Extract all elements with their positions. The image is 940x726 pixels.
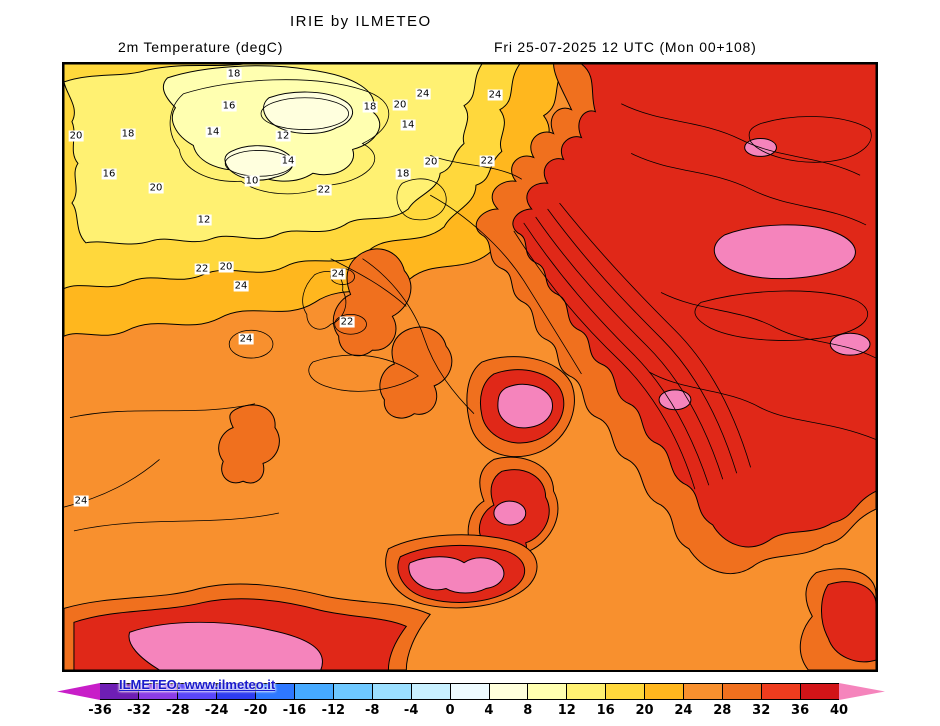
colorbar-bar xyxy=(57,683,885,700)
colorbar-tick-label: -36 xyxy=(88,703,112,718)
contour-label: 18 xyxy=(120,128,136,140)
contour-label: 20 xyxy=(68,130,84,142)
contour-labels-layer: 18 16 20 18 14 16 12 14 10 20 12 18 20 24 24 14 18 20 22 22… xyxy=(64,64,876,670)
colorbar-tick-label: 16 xyxy=(596,703,615,718)
contour-label: 24 xyxy=(238,333,254,345)
contour-label: 12 xyxy=(275,130,291,142)
colorbar-segment xyxy=(254,684,294,699)
colorbar-segment xyxy=(449,684,489,699)
temperature-colorbar: ILMETEO: www.ilmeteo.it -36 -32 -28 -24 -20-… xyxy=(57,677,885,726)
colorbar-segment xyxy=(644,684,684,699)
contour-label: 10 xyxy=(244,175,260,187)
colorbar-segments xyxy=(100,683,840,700)
region-balkans-pink xyxy=(713,224,856,280)
temperature-shading xyxy=(64,64,876,670)
colorbar-segment xyxy=(100,684,138,699)
colorbar-tick-label: -32 xyxy=(127,703,151,718)
colorbar-overflow-arrow xyxy=(839,683,885,700)
contour-label: 18 xyxy=(226,68,242,80)
region-east-32-36 xyxy=(512,64,876,548)
region-apennines xyxy=(379,326,453,419)
colorbar-segment xyxy=(176,684,216,699)
colorbar-tick-label: 40 xyxy=(829,703,849,718)
contour-label: 20 xyxy=(392,99,408,111)
contour-lines xyxy=(64,79,876,532)
temperature-map-graphic xyxy=(64,64,876,670)
contour-label: 18 xyxy=(395,168,411,180)
watermark-link[interactable]: ILMETEO: www.ilmeteo.it xyxy=(119,677,276,692)
region-alps-core xyxy=(263,91,353,135)
contour-label: 24 xyxy=(73,495,89,507)
contour-label: 22 xyxy=(339,316,355,328)
colorbar-tick-label: 8 xyxy=(523,703,533,718)
contour-label: 24 xyxy=(330,268,346,280)
contour-label: 24 xyxy=(415,88,431,100)
contour-label: 22 xyxy=(316,184,332,196)
colorbar-segment xyxy=(800,684,840,699)
valid-time-label: Fri 25-07-2025 12 UTC (Mon 00+108) xyxy=(494,39,757,55)
contour-label: 24 xyxy=(487,89,503,101)
colorbar-segment xyxy=(371,684,411,699)
colorbar-tick-label: 0 xyxy=(445,703,455,718)
contour-label: 16 xyxy=(101,168,117,180)
colorbar-segment xyxy=(683,684,723,699)
contour-label: 20 xyxy=(218,261,234,273)
colorbar-tick-label: 24 xyxy=(674,703,693,718)
contour-label: 22 xyxy=(194,263,210,275)
page-title: IRIE by ILMETEO xyxy=(290,13,432,30)
colorbar-tick-label: 4 xyxy=(484,703,494,718)
contour-label: 24 xyxy=(233,280,249,292)
contour-label: 20 xyxy=(423,156,439,168)
colorbar-segment xyxy=(761,684,801,699)
contour-label: 18 xyxy=(362,101,378,113)
colorbar-tick-labels: -36 -32 -28 -24 -20 -16 -12 -8 -4 0 4 8 12 16 20 24 28 32… xyxy=(57,703,885,721)
colorbar-tick-label: -16 xyxy=(282,703,307,718)
contour-label: 16 xyxy=(221,100,237,112)
colorbar-segment xyxy=(332,684,372,699)
colorbar-tick-label: -28 xyxy=(166,703,190,718)
colorbar-tick-label: -20 xyxy=(243,703,268,718)
colorbar-segment xyxy=(605,684,645,699)
contour-label: 14 xyxy=(400,119,416,131)
region-sardinia xyxy=(218,404,280,484)
colorbar-segment xyxy=(488,684,528,699)
colorbar-segment xyxy=(527,684,567,699)
region-hot-spot xyxy=(829,332,871,356)
colorbar-segment xyxy=(293,684,333,699)
temperature-map: 18 16 20 18 14 16 12 14 10 20 12 18 20 24 24 14 18 20 22 22… xyxy=(62,62,878,672)
colorbar-segment xyxy=(215,684,255,699)
colorbar-segment xyxy=(137,684,177,699)
contour-label: 12 xyxy=(196,214,212,226)
colorbar-tick-label: -24 xyxy=(204,703,229,718)
contour-label: 22 xyxy=(479,155,495,167)
colorbar-tick-label: 12 xyxy=(557,703,576,718)
contour-label: 14 xyxy=(205,126,221,138)
contour-label: 20 xyxy=(148,182,164,194)
contour-label: 14 xyxy=(280,155,296,167)
colorbar-segment xyxy=(566,684,606,699)
colorbar-segment xyxy=(722,684,762,699)
colorbar-tick-label: -12 xyxy=(321,703,346,718)
colorbar-tick-label: -4 xyxy=(403,703,419,718)
colorbar-tick-label: -8 xyxy=(365,703,380,718)
colorbar-underflow-arrow xyxy=(57,683,100,700)
colorbar-tick-label: 20 xyxy=(635,703,654,718)
region-apennines xyxy=(333,248,412,357)
colorbar-tick-label: 36 xyxy=(791,703,810,718)
colorbar-segment xyxy=(410,684,450,699)
colorbar-tick-label: 32 xyxy=(752,703,771,718)
colorbar-tick-label: 28 xyxy=(713,703,732,718)
variable-label: 2m Temperature (degC) xyxy=(118,39,284,55)
